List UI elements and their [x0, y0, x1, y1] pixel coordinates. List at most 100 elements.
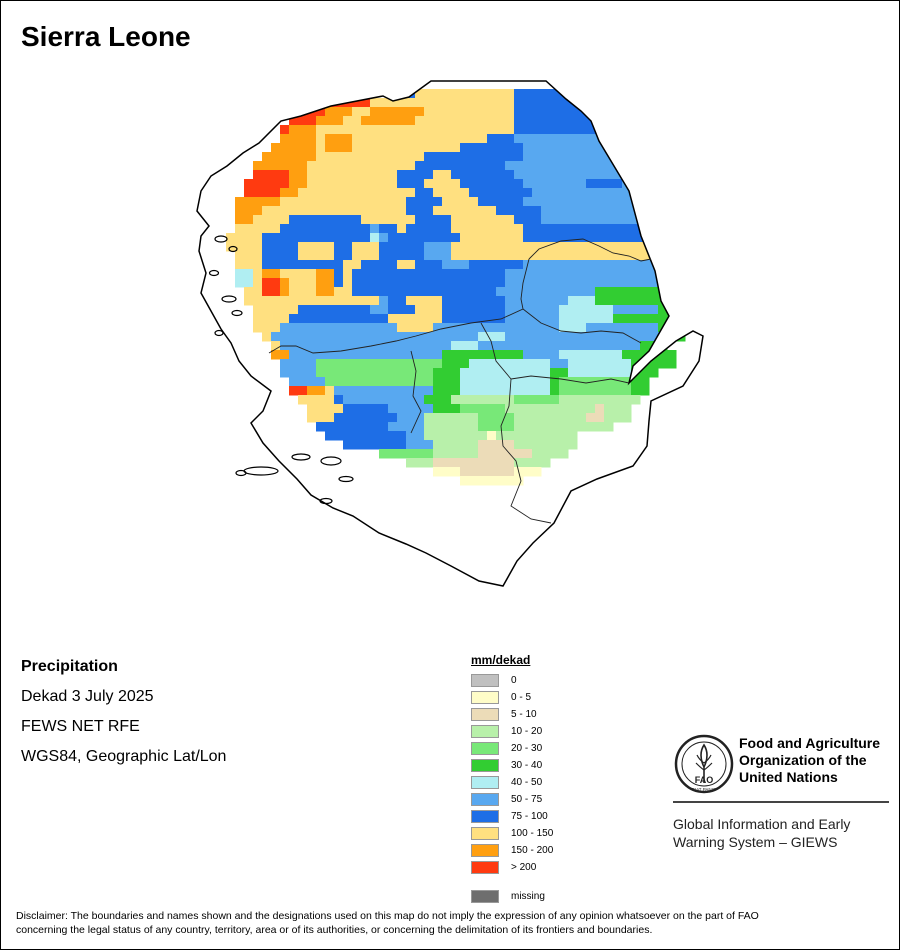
raster-cell — [433, 341, 443, 351]
raster-cell — [514, 188, 524, 198]
raster-cell — [586, 278, 596, 288]
raster-cell — [541, 161, 551, 171]
raster-cell — [451, 188, 461, 198]
raster-cell — [559, 449, 569, 459]
raster-cell — [460, 161, 470, 171]
raster-cell — [514, 251, 524, 261]
raster-cell — [496, 413, 506, 423]
raster-cell — [406, 278, 416, 288]
raster-cell — [262, 269, 272, 279]
raster-cell — [604, 368, 614, 378]
raster-cell — [577, 386, 587, 396]
raster-cell — [514, 359, 524, 369]
legend-label: 0 - 5 — [511, 692, 532, 703]
raster-cell — [595, 296, 605, 306]
raster-cell — [424, 341, 434, 351]
raster-cell — [379, 107, 389, 117]
raster-cell — [631, 251, 641, 261]
raster-cell — [451, 395, 461, 405]
raster-cell — [451, 125, 461, 135]
raster-cell — [514, 431, 524, 441]
raster-cell — [469, 386, 479, 396]
raster-cell — [658, 233, 668, 243]
raster-cell — [343, 197, 353, 207]
raster-cell — [289, 386, 299, 396]
raster-cell — [379, 152, 389, 162]
raster-cell — [316, 422, 326, 432]
raster-cell — [541, 377, 551, 387]
raster-cell — [532, 359, 542, 369]
raster-cell — [352, 125, 362, 135]
raster-cell — [244, 215, 254, 225]
raster-cell — [298, 314, 308, 324]
raster-cell — [460, 422, 470, 432]
raster-cell — [487, 98, 497, 108]
raster-cell — [352, 161, 362, 171]
raster-cell — [559, 305, 569, 315]
raster-cell — [325, 107, 335, 117]
raster-cell — [550, 278, 560, 288]
raster-cell — [550, 323, 560, 333]
raster-cell — [613, 143, 623, 153]
raster-cell — [532, 332, 542, 342]
raster-cell — [460, 431, 470, 441]
raster-cell — [298, 305, 308, 315]
raster-cell — [595, 305, 605, 315]
island-outline — [214, 329, 224, 337]
raster-cell — [487, 170, 497, 180]
raster-cell — [550, 107, 560, 117]
legend-row: > 200 — [471, 859, 671, 876]
raster-cell — [280, 197, 290, 207]
raster-cell — [523, 278, 533, 288]
raster-cell — [550, 350, 560, 360]
raster-cell — [379, 269, 389, 279]
raster-cell — [343, 332, 353, 342]
raster-cell — [496, 188, 506, 198]
raster-cell — [442, 440, 452, 450]
raster-cell — [550, 332, 560, 342]
raster-cell — [262, 170, 272, 180]
raster-cell — [613, 242, 623, 252]
raster-cell — [343, 125, 353, 135]
raster-cell — [343, 233, 353, 243]
raster-cell — [559, 179, 569, 189]
raster-cell — [361, 197, 371, 207]
raster-cell — [478, 323, 488, 333]
raster-cell — [442, 269, 452, 279]
raster-cell — [424, 233, 434, 243]
raster-cell — [271, 242, 281, 252]
raster-cell — [397, 134, 407, 144]
legend-missing: missing — [471, 888, 671, 905]
raster-cell — [487, 422, 497, 432]
raster-cell — [622, 314, 632, 324]
raster-cell — [613, 197, 623, 207]
raster-cell — [622, 332, 632, 342]
raster-cell — [415, 314, 425, 324]
legend-label: 150 - 200 — [511, 845, 554, 856]
raster-cell — [577, 116, 587, 126]
raster-cell — [397, 395, 407, 405]
raster-cell — [604, 332, 614, 342]
raster-cell — [550, 296, 560, 306]
legend-row: 100 - 150 — [471, 825, 671, 842]
raster-cell — [307, 332, 317, 342]
raster-cell — [685, 287, 695, 297]
raster-cell — [244, 278, 254, 288]
raster-cell — [568, 251, 578, 261]
raster-cell — [514, 89, 524, 99]
raster-cell — [559, 440, 569, 450]
raster-cell — [433, 431, 443, 441]
raster-cell — [298, 350, 308, 360]
raster-cell — [541, 458, 551, 468]
raster-cell — [424, 269, 434, 279]
raster-cell — [253, 242, 263, 252]
raster-cell — [604, 296, 614, 306]
legend-row: 40 - 50 — [471, 774, 671, 791]
raster-cell — [604, 188, 614, 198]
disclaimer-line1: Disclaimer: The boundaries and names sho… — [16, 910, 759, 922]
raster-cell — [586, 296, 596, 306]
raster-cell — [532, 152, 542, 162]
raster-cell — [577, 206, 587, 216]
raster-cell — [442, 314, 452, 324]
raster-cell — [316, 287, 326, 297]
